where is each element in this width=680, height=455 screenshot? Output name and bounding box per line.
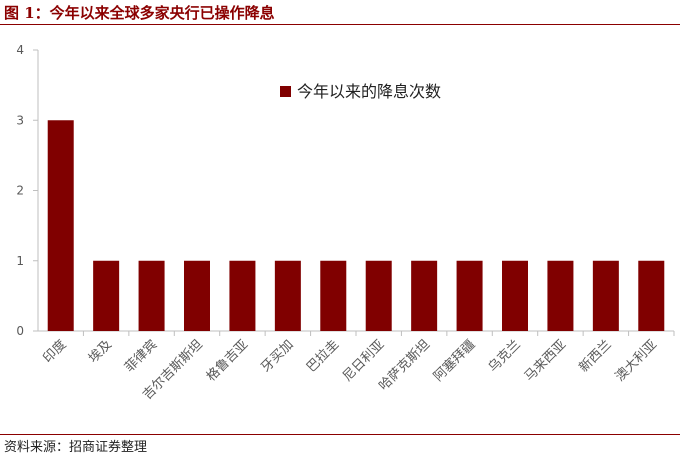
x-tick-label: 印度 bbox=[40, 337, 70, 367]
bar bbox=[93, 260, 120, 331]
x-tick-label: 菲律宾 bbox=[121, 337, 160, 376]
legend-label: 今年以来的降息次数 bbox=[297, 82, 441, 101]
bar bbox=[274, 260, 301, 331]
bar bbox=[502, 260, 528, 331]
x-tick-label: 尼日利亚 bbox=[340, 337, 387, 384]
bar bbox=[365, 260, 392, 331]
title-rule bbox=[0, 24, 680, 25]
x-tick-label: 牙买加 bbox=[258, 337, 296, 375]
x-tick-label: 埃及 bbox=[86, 337, 115, 366]
bar bbox=[411, 260, 438, 331]
x-tick-label: 阿塞拜疆 bbox=[430, 337, 478, 385]
y-tick-label: 2 bbox=[16, 184, 24, 198]
bar bbox=[592, 260, 619, 331]
x-tick-label: 格鲁吉亚 bbox=[203, 337, 251, 385]
bar bbox=[547, 260, 574, 331]
x-tick-label: 马来西亚 bbox=[522, 337, 569, 384]
figure-title: 图 1：今年以来全球多家央行已操作降息 bbox=[4, 4, 275, 22]
source-note: 资料来源：招商证券整理 bbox=[4, 440, 148, 455]
y-tick-label: 3 bbox=[16, 113, 24, 127]
y-tick-label: 1 bbox=[16, 254, 24, 268]
bar bbox=[638, 260, 665, 331]
y-tick-label: 0 bbox=[16, 324, 24, 338]
bar bbox=[456, 260, 483, 331]
bars bbox=[47, 120, 665, 331]
y-axis: 0 1 2 3 4 bbox=[16, 43, 39, 338]
x-tick-label: 乌克兰 bbox=[485, 337, 524, 376]
bar bbox=[47, 120, 74, 331]
x-tick-label: 澳大利亚 bbox=[612, 337, 660, 385]
x-tick-label: 巴拉圭 bbox=[304, 337, 342, 375]
legend-swatch bbox=[280, 86, 291, 97]
bar bbox=[320, 260, 347, 331]
bar bbox=[184, 260, 210, 331]
bar bbox=[229, 260, 256, 331]
footer-rule bbox=[0, 434, 680, 435]
bar bbox=[138, 260, 165, 331]
y-tick-label: 4 bbox=[16, 43, 24, 57]
x-tick-label: 新西兰 bbox=[576, 337, 615, 376]
legend: 今年以来的降息次数 bbox=[280, 82, 441, 101]
